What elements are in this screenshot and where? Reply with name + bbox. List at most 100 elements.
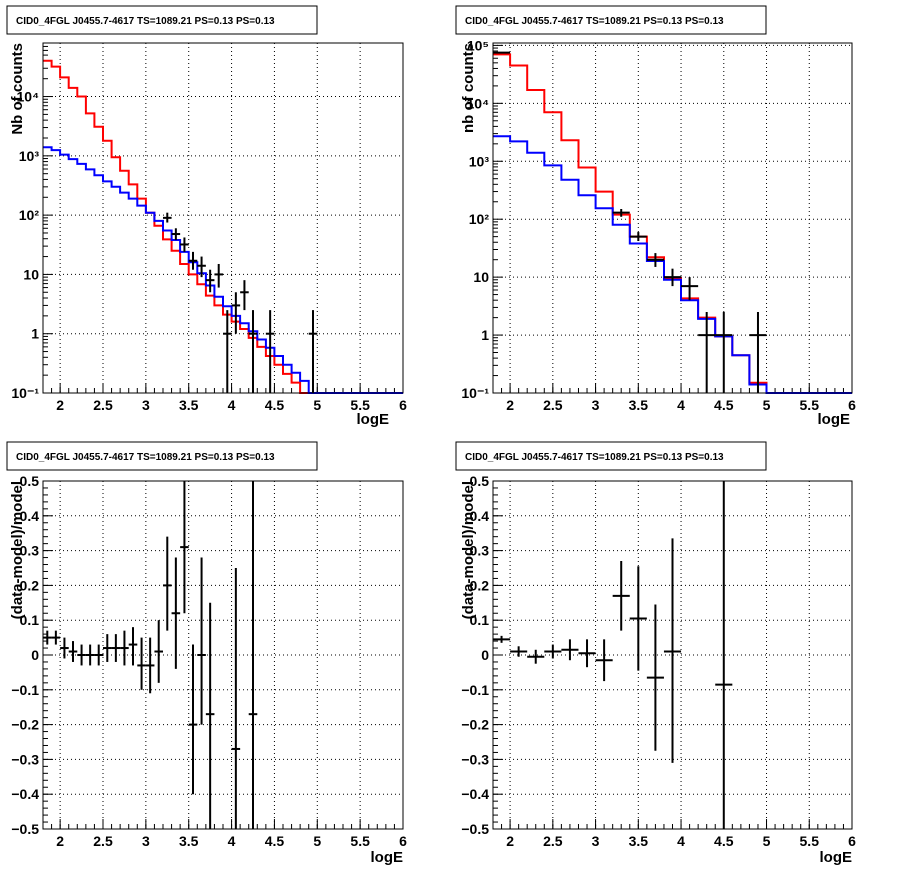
- x-tick-label: 3.5: [629, 833, 649, 849]
- data-point: [205, 269, 215, 293]
- data-point: [612, 561, 630, 631]
- y-tick-label: −0.3: [461, 751, 489, 767]
- x-axis-label: logE: [357, 411, 390, 428]
- x-tick-label: 4: [677, 397, 685, 413]
- data-point: [663, 538, 682, 763]
- chart-title: CID0_4FGL J0455.7-4617 TS=1089.21 PS=0.1…: [16, 452, 275, 463]
- data-point: [214, 263, 223, 288]
- data-point: [308, 310, 318, 393]
- y-tick-label: 0.1: [20, 612, 40, 628]
- plot-area: 2 2.5 3 3.5 4 4.5 5 5.5 6 −0.5 −0.4 −0.3 −0.2 −0.1 0 0.…: [11, 473, 407, 849]
- x-tick-label: 5: [313, 397, 321, 413]
- data-point: [128, 627, 138, 666]
- y-tick-label: −0.4: [461, 786, 489, 802]
- data-point: [749, 312, 767, 393]
- plot-frame: [492, 480, 853, 830]
- data-point: [510, 646, 528, 657]
- y-tick-label: 10³: [469, 153, 490, 169]
- x-tick-label: 2.5: [93, 397, 113, 413]
- data-point: [137, 637, 146, 690]
- y-tick-label: 10⁴: [17, 89, 40, 105]
- plot-frame: [42, 42, 404, 394]
- y-tick-label: 10³: [19, 148, 40, 164]
- x-tick-label: 5.5: [350, 397, 370, 413]
- data-point: [223, 310, 232, 393]
- y-tick-label: 0.5: [20, 473, 40, 489]
- data-point: [197, 256, 206, 278]
- y-tick-label: −0.5: [461, 821, 489, 837]
- data-point: [231, 568, 241, 829]
- plot-frame: [492, 42, 853, 394]
- data-point: [715, 481, 733, 829]
- y-tick-label: 0.4: [470, 508, 490, 524]
- x-tick-label: 2.5: [93, 833, 113, 849]
- data-point: [188, 251, 198, 270]
- title-box: [455, 5, 767, 35]
- title-box: [6, 441, 318, 471]
- data-point: [120, 630, 129, 666]
- data-point: [163, 536, 172, 631]
- data-point: [681, 277, 699, 301]
- data-point: [180, 481, 189, 614]
- data-point: [561, 639, 579, 661]
- data-point: [163, 212, 172, 223]
- y-tick-label: 10⁻¹: [461, 385, 489, 401]
- x-tick-label: 4.5: [714, 833, 734, 849]
- y-tick-label: 0.3: [20, 543, 40, 559]
- data-point: [595, 639, 613, 682]
- y-tick-label: −0.3: [11, 751, 39, 767]
- data-point: [663, 268, 682, 287]
- x-tick-label: 4: [228, 833, 236, 849]
- data-point: [612, 208, 630, 217]
- y-tick-label: −0.1: [11, 682, 39, 698]
- chart-title: CID0_4FGL J0455.7-4617 TS=1089.21 PS=0.1…: [16, 16, 275, 27]
- data-point: [698, 312, 716, 393]
- data-point: [231, 292, 241, 334]
- y-axis-label: Nb of counts: [9, 43, 26, 135]
- x-tick-label: 5: [313, 833, 321, 849]
- data-point: [715, 312, 733, 393]
- x-tick-label: 2: [506, 397, 514, 413]
- y-tick-label: −0.4: [11, 786, 39, 802]
- title-box: [6, 5, 318, 35]
- data-point: [145, 637, 155, 694]
- plot-area: 2 2.5 3 3.5 4 4.5 5 5.5 6 10⁻¹ 1 10 10² 10³ 10⁴ 10⁵: [461, 37, 856, 413]
- data-point: [94, 644, 103, 666]
- chart-title: CID0_4FGL J0455.7-4617 TS=1089.21 PS=0.1…: [465, 16, 724, 27]
- y-axis-label: (data-model)/model: [9, 481, 26, 619]
- x-tick-label: 2.5: [543, 397, 563, 413]
- data-point: [248, 310, 258, 393]
- data-point: [265, 310, 275, 393]
- y-tick-label: −0.2: [461, 717, 489, 733]
- x-tick-label: 6: [848, 833, 856, 849]
- data-point: [240, 280, 249, 311]
- x-axis-label: logE: [818, 411, 851, 428]
- y-tick-label: 0.2: [470, 577, 490, 593]
- x-tick-label: 3: [142, 397, 150, 413]
- data-point: [646, 604, 664, 751]
- panel-counts-coarse: CID0_4FGL J0455.7-4617 TS=1089.21 PS=0.1…: [455, 5, 856, 428]
- x-tick-label: 3: [592, 833, 600, 849]
- x-tick-label: 6: [399, 397, 407, 413]
- x-tick-label: 6: [848, 397, 856, 413]
- data-point: [248, 481, 258, 829]
- y-tick-label: 10⁵: [467, 37, 489, 53]
- data-point: [629, 566, 647, 671]
- plot-frame: [42, 480, 404, 830]
- plot-background: [43, 43, 403, 393]
- x-tick-label: 2: [56, 833, 64, 849]
- data-point: [197, 557, 206, 725]
- y-axis-label: nb of counts: [460, 43, 477, 133]
- y-tick-label: 10⁻¹: [11, 385, 39, 401]
- data-point: [77, 644, 86, 666]
- y-tick-label: 10: [473, 269, 489, 285]
- data-point: [85, 644, 95, 666]
- data-point: [629, 232, 647, 242]
- data-point: [544, 644, 562, 659]
- x-tick-label: 5: [763, 397, 771, 413]
- data-point: [68, 641, 78, 662]
- data-point: [103, 634, 112, 662]
- x-tick-label: 6: [399, 833, 407, 849]
- data-point: [111, 634, 121, 662]
- plot-area: 2 2.5 3 3.5 4 4.5 5 5.5 6 10⁻¹ 1 10 10² 10³ 10⁴: [11, 42, 407, 413]
